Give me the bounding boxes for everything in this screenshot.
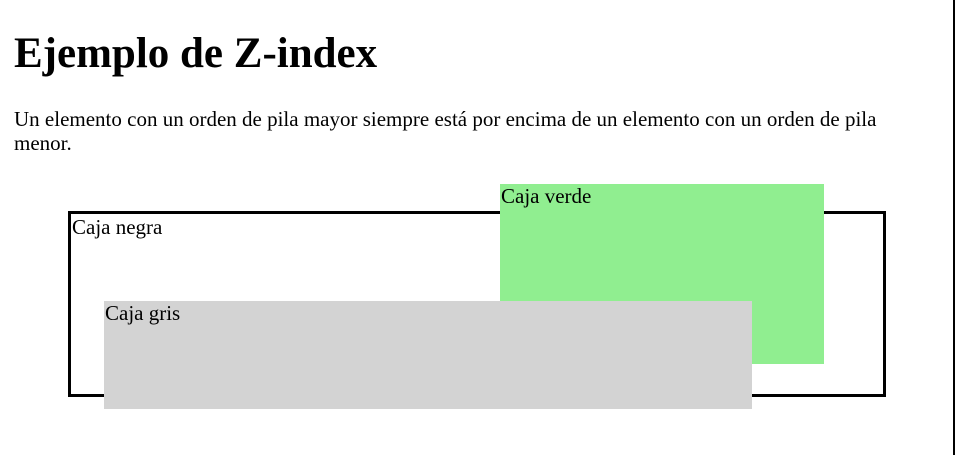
- black-box-label: Caja negra: [72, 215, 163, 239]
- page-title: Ejemplo de Z-index: [14, 30, 378, 77]
- page-right-border: [953, 0, 955, 455]
- gray-box: Caja gris: [104, 301, 752, 409]
- gray-box-label: Caja gris: [105, 301, 181, 325]
- page-description: Un elemento con un orden de pila mayor s…: [14, 107, 877, 155]
- green-box-label: Caja verde: [501, 184, 592, 208]
